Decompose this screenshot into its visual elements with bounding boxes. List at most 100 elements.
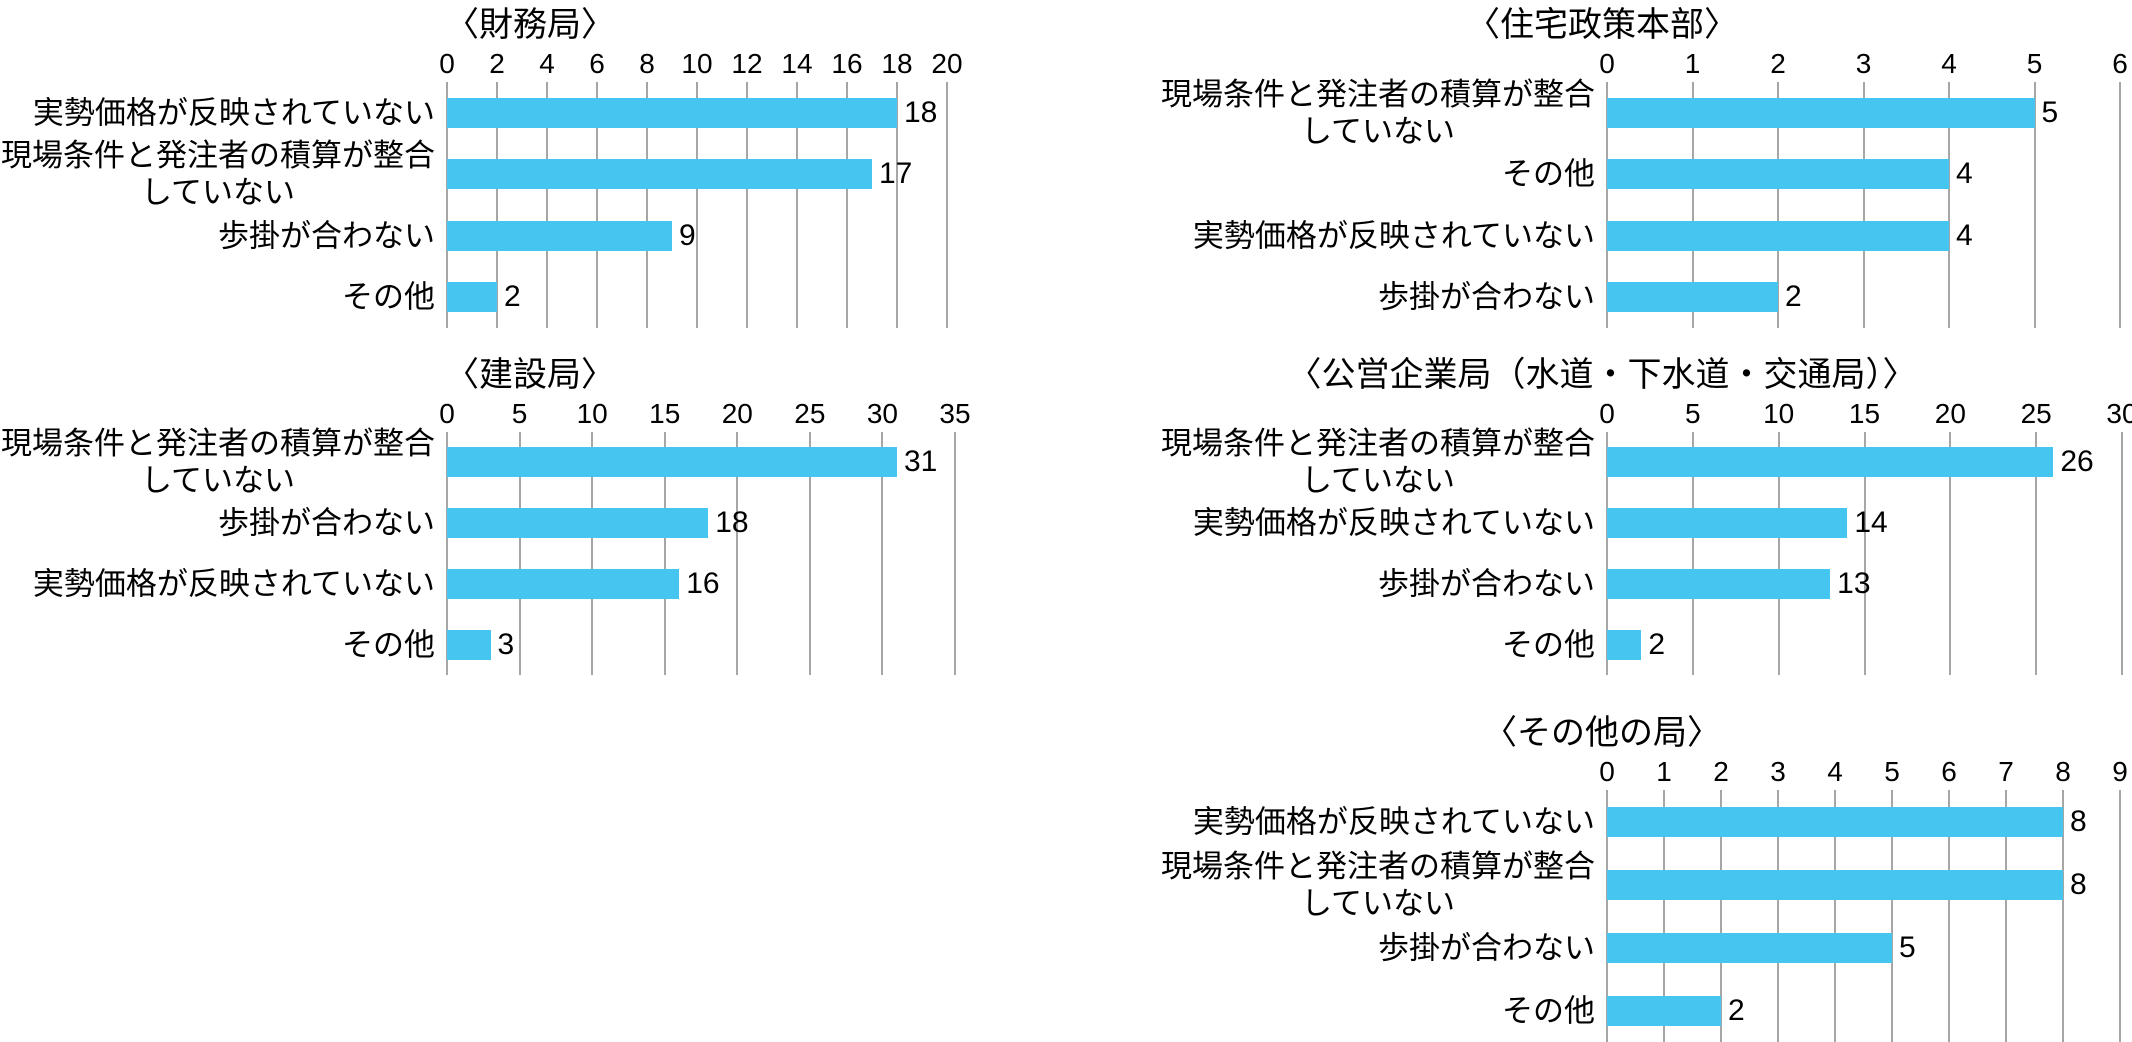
bar (447, 447, 897, 478)
value-label: 9 (679, 218, 696, 252)
value-label: 4 (1955, 218, 1973, 252)
gridline (1777, 790, 1779, 1042)
bar (447, 282, 497, 313)
bar (1607, 995, 1721, 1026)
x-tick-label: 8 (2055, 756, 2071, 787)
category-label: 実勢価格が反映されていない (1192, 804, 1595, 839)
gridline (2062, 790, 2064, 1042)
x-tick-label: 5 (1685, 398, 1701, 429)
bar (1607, 159, 1949, 190)
x-tick-label: 3 (1855, 48, 1872, 79)
gridline (646, 82, 648, 328)
x-tick-label: 5 (1884, 756, 1900, 787)
x-tick-label: 5 (511, 398, 528, 429)
gridline (2035, 432, 2038, 675)
gridline (1663, 790, 1665, 1042)
gridline (1777, 432, 1780, 675)
gridline (954, 432, 956, 675)
x-tick-label: 16 (831, 48, 863, 79)
gridline (1948, 790, 1950, 1042)
category-label: その他 (1502, 993, 1595, 1028)
category-label: その他 (1502, 627, 1595, 663)
category-label: 歩掛が合わない (1378, 930, 1595, 965)
bar (447, 220, 672, 251)
gridline (446, 432, 448, 675)
chart-title: 〈公営企業局（水道・下水道・交通局）〉 (1287, 356, 1917, 394)
plot-area: 18 17 9 2 (446, 82, 948, 328)
x-axis-ticks: 0 2 4 6 8 10 12 14 16 18 20 (439, 48, 962, 82)
value-label: 31 (903, 445, 938, 479)
bar (1607, 869, 2063, 900)
gridline (946, 82, 948, 328)
x-tick-label: 3 (1770, 756, 1786, 787)
x-tick-label: 20 (721, 398, 753, 429)
gridline (896, 82, 898, 328)
category-label: 歩掛が合わない (1378, 566, 1595, 602)
category-label: 実勢価格が反映されていない (1192, 218, 1595, 254)
value-label: 3 (497, 627, 515, 661)
bar (1607, 220, 1949, 251)
plot-area: 26 14 13 2 (1606, 432, 2123, 675)
category-label: 歩掛が合わない (218, 218, 435, 254)
category-label: 実勢価格が反映されていない (32, 566, 435, 602)
category-label: その他 (1502, 156, 1595, 192)
gridline (1777, 82, 1779, 328)
x-tick-label: 12 (731, 48, 763, 79)
gridline (736, 432, 739, 675)
category-label: 現場条件と発注者の積算が整合 していない (1, 426, 435, 499)
plot-area: 31 18 16 3 (446, 432, 956, 675)
bar (1607, 97, 2035, 128)
bar (447, 159, 872, 190)
x-tick-label: 30 (2106, 398, 2132, 429)
bar (447, 629, 491, 660)
x-tick-label: 9 (2112, 756, 2128, 787)
gridline (663, 432, 666, 675)
gridline (1691, 82, 1694, 328)
category-label: 実勢価格が反映されていない (1192, 505, 1595, 541)
chart-title: 〈建設局〉 (445, 356, 615, 394)
bar (1607, 447, 2054, 478)
category-label: その他 (342, 627, 435, 663)
value-label: 13 (1837, 566, 1871, 600)
gridline (546, 82, 548, 328)
x-tick-label: 35 (939, 398, 971, 429)
x-tick-label: 20 (1934, 398, 1966, 429)
gridline (1949, 432, 1952, 675)
x-axis-ticks: 0 1 2 3 4 5 6 (1599, 48, 2128, 82)
x-tick-label: 10 (681, 48, 713, 79)
bar (1607, 629, 1642, 660)
bar (1607, 806, 2063, 837)
x-tick-label: 7 (1998, 756, 2014, 787)
category-label: その他 (342, 279, 435, 315)
gridline (2005, 790, 2007, 1042)
gridline (1863, 432, 1866, 675)
chart-title: 〈財務局〉 (445, 6, 615, 44)
bar (1607, 568, 1831, 599)
value-label: 18 (715, 506, 749, 540)
value-label: 17 (879, 157, 913, 191)
gridline (446, 82, 448, 328)
category-axis: 現場条件と発注者の積算が整合 していない その他 実勢価格が反映されていない 歩掛が合… (1072, 77, 1607, 328)
gridline (696, 82, 698, 328)
category-axis: 実勢価格が反映されていない 現場条件と発注者の積算が整合 していない 歩掛が合わない… (1072, 790, 1607, 1042)
gridline (1606, 790, 1608, 1042)
x-tick-label: 0 (439, 398, 455, 429)
x-tick-label: 15 (649, 398, 681, 429)
x-tick-label: 4 (1827, 756, 1843, 787)
chart-public-enterprise-bureau: 〈公営企業局（水道・下水道・交通局）〉 0 5 10 15 20 25 30 現場条件と発注… (1072, 330, 2132, 675)
x-tick-label: 1 (1656, 756, 1672, 787)
gridline (1834, 790, 1836, 1042)
plot-area: 5 4 4 2 (1606, 82, 2121, 328)
value-label: 2 (1784, 280, 1802, 314)
x-tick-label: 4 (1941, 48, 1957, 79)
gridline (2119, 82, 2121, 328)
chart-title: 〈その他の局〉 (1483, 714, 1721, 752)
category-label: 歩掛が合わない (218, 505, 435, 541)
x-tick-label: 25 (794, 398, 826, 429)
x-tick-label: 14 (781, 48, 813, 79)
gridline (596, 82, 598, 328)
x-tick-label: 30 (866, 398, 898, 429)
x-tick-label: 20 (931, 48, 963, 79)
category-label: 現場条件と発注者の積算が整合 していない (1161, 426, 1595, 499)
